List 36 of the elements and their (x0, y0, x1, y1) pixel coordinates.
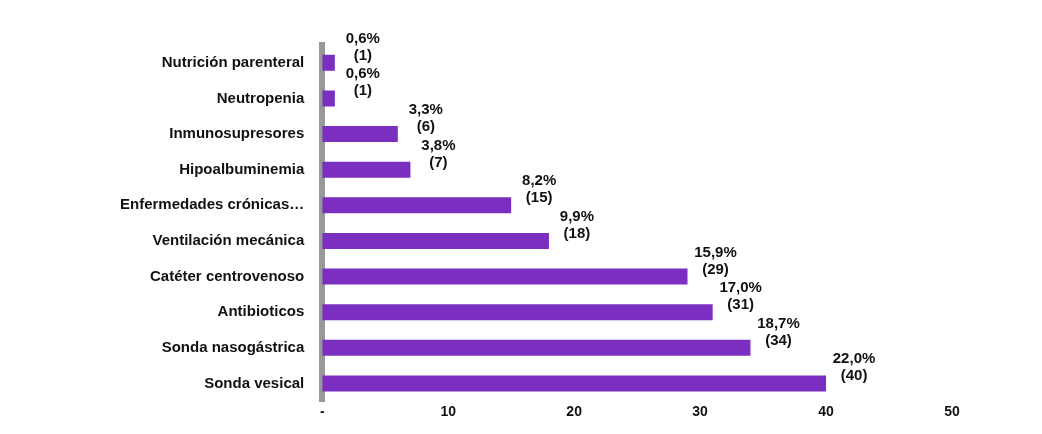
bar (322, 268, 688, 285)
y-tick-label: Nutrición parenteral (161, 52, 305, 70)
x-tick-label: 20 (566, 403, 583, 420)
data-label: 15,9% (29) (694, 242, 737, 277)
y-tick-label: Enfermedades crónicas… (119, 195, 305, 213)
data-label: 0,6% (1) (345, 28, 380, 63)
y-tick-label: Hipoalbuminemia (179, 159, 305, 177)
bar (322, 339, 751, 356)
data-label: 17,0% (31) (719, 278, 762, 313)
bar (322, 232, 549, 249)
y-tick-label: Catéter centrovenoso (150, 266, 305, 284)
data-label: 3,3% (6) (408, 100, 443, 135)
bar (322, 90, 335, 107)
x-tick-label: 50 (944, 403, 960, 420)
data-label: 9,9% (18) (559, 206, 595, 241)
bar (322, 375, 827, 392)
y-tick-label: Sonda nasogástrica (161, 337, 305, 355)
x-tick-label: - (319, 403, 325, 420)
y-tick-label: Ventilación mecánica (152, 231, 305, 249)
x-tick-label: 10 (440, 403, 457, 420)
bar (322, 304, 713, 321)
data-label: 0,6% (1) (345, 64, 380, 99)
x-tick-label: 40 (818, 403, 835, 420)
y-tick-label: Neutropenia (216, 88, 305, 106)
bar (322, 54, 335, 71)
x-tick-label: 30 (692, 403, 709, 420)
data-label: 3,8% (7) (421, 135, 456, 170)
y-tick-label: Sonda vesical (204, 373, 305, 391)
y-tick-label: Antibioticos (217, 302, 305, 320)
bar (322, 197, 512, 214)
data-label: 8,2% (15) (522, 171, 557, 206)
bar (322, 161, 411, 178)
y-tick-label: Inmunosupresores (169, 124, 305, 142)
data-label: 18,7% (34) (757, 313, 800, 348)
bar (322, 126, 398, 143)
data-label: 22,0% (40) (832, 349, 876, 384)
